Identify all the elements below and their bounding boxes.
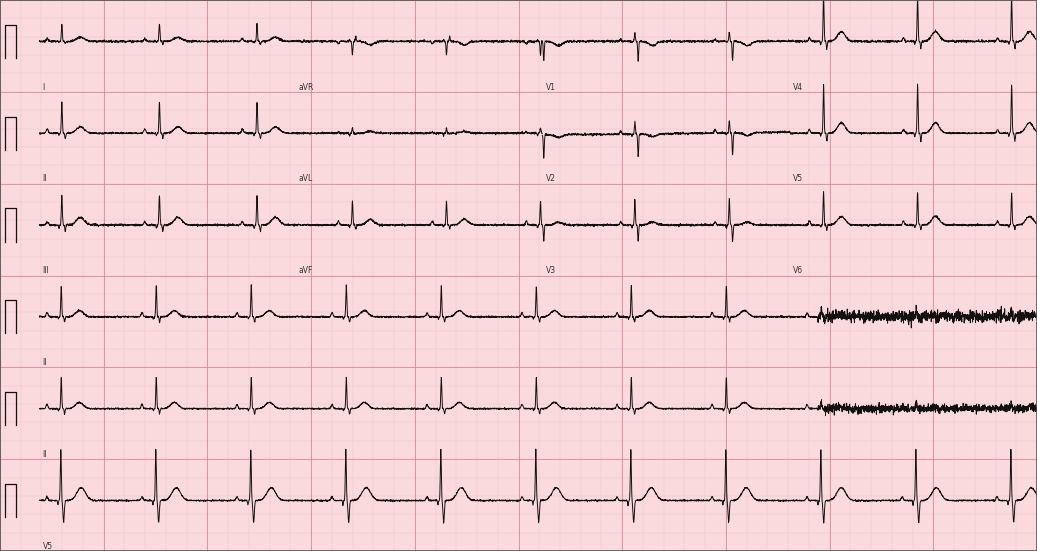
Text: V5: V5 [793, 175, 804, 183]
Text: V2: V2 [545, 175, 556, 183]
Text: V4: V4 [793, 83, 804, 91]
Text: V5: V5 [43, 542, 53, 551]
Text: V6: V6 [793, 266, 804, 276]
Text: II: II [43, 450, 47, 459]
Text: I: I [43, 83, 45, 91]
Text: V3: V3 [545, 266, 556, 276]
Text: aVF: aVF [299, 266, 313, 276]
Text: II: II [43, 358, 47, 367]
Text: V1: V1 [545, 83, 556, 91]
Text: III: III [43, 266, 50, 276]
Text: II: II [43, 175, 47, 183]
Text: aVL: aVL [299, 175, 313, 183]
Text: aVR: aVR [299, 83, 314, 91]
